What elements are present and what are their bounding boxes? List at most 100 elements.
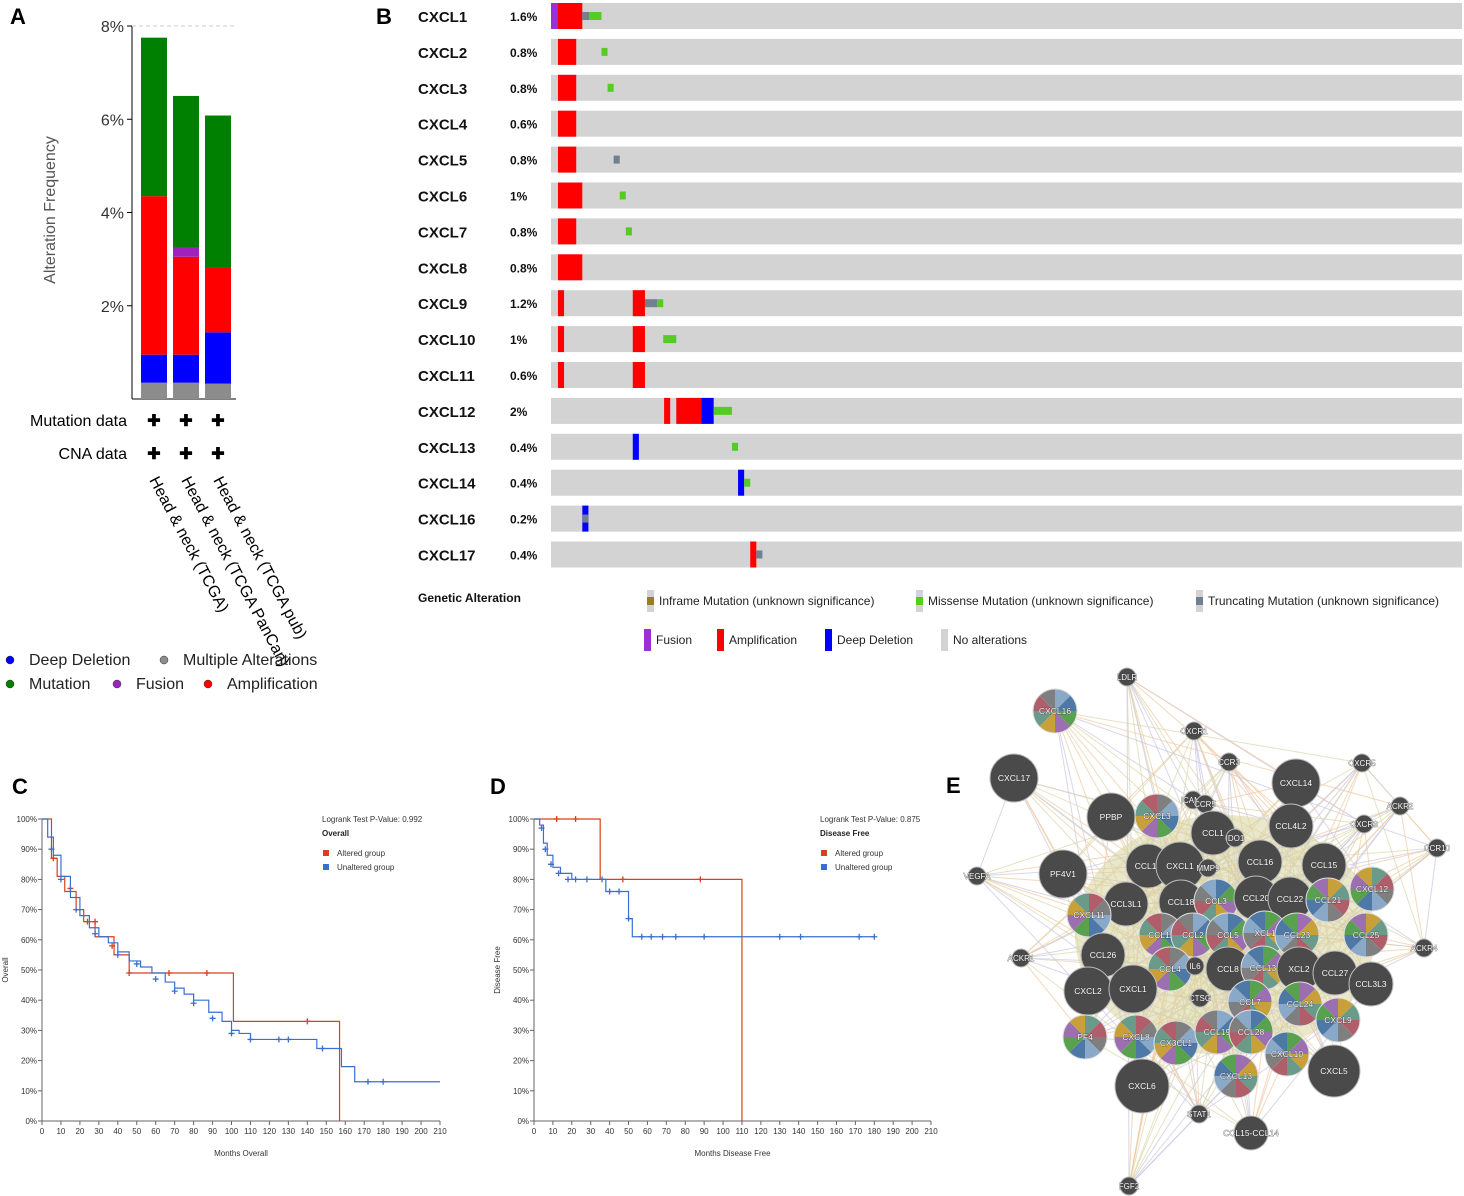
censor-mark bbox=[548, 861, 555, 868]
x-tick-label: 40 bbox=[113, 1127, 122, 1136]
bar-segment bbox=[173, 256, 199, 355]
row-mark: ✚ bbox=[147, 446, 160, 463]
gene-label: CXCL4 bbox=[418, 117, 468, 134]
gene-pct: 0.8% bbox=[510, 261, 538, 275]
alteration-trunc bbox=[582, 12, 590, 20]
node-slice bbox=[1161, 913, 1177, 935]
censor-mark bbox=[555, 870, 562, 877]
node-slice bbox=[1251, 1016, 1273, 1032]
y-tick-label: 2% bbox=[101, 299, 124, 316]
y-tick-label: 0% bbox=[517, 1117, 529, 1126]
node-slice bbox=[1136, 1021, 1158, 1037]
node-slice bbox=[1193, 913, 1209, 935]
node-slice bbox=[1228, 913, 1244, 935]
node-label: CXCL12 bbox=[1356, 884, 1388, 894]
node-slice bbox=[1141, 816, 1157, 838]
node-label: ACKR2 bbox=[1387, 802, 1414, 811]
gene-label: CXCL12 bbox=[418, 404, 476, 421]
y-tick-label: 0% bbox=[25, 1117, 37, 1126]
node-slice bbox=[1372, 873, 1395, 889]
node-slice bbox=[1063, 1037, 1085, 1053]
censor-mark bbox=[165, 970, 172, 977]
gene-pct: 0.6% bbox=[510, 369, 538, 383]
alteration-amp bbox=[632, 290, 645, 317]
legend-label: Truncating Mutation (unknown significanc… bbox=[1208, 594, 1439, 608]
censor-mark bbox=[616, 888, 623, 895]
node-ring bbox=[1066, 892, 1112, 938]
node-label: CCL18 bbox=[1168, 897, 1195, 907]
node-slice bbox=[1157, 816, 1173, 838]
node-slice bbox=[1067, 915, 1089, 931]
censor-mark bbox=[228, 1030, 235, 1037]
track bbox=[551, 3, 1462, 29]
track bbox=[551, 110, 1462, 137]
bar-segment bbox=[141, 37, 167, 197]
node-slice bbox=[1278, 1004, 1300, 1020]
node-slice bbox=[1287, 1054, 1303, 1076]
y-tick-label: 20% bbox=[513, 1057, 529, 1066]
node-slice bbox=[1234, 980, 1250, 1002]
node-slice bbox=[1338, 998, 1354, 1020]
gene-pct: 0.2% bbox=[510, 513, 538, 527]
censor-mark bbox=[190, 1000, 197, 1007]
bar-segment bbox=[173, 354, 199, 383]
x-tick-label: 30 bbox=[586, 1127, 595, 1136]
node-label: CCL23 bbox=[1284, 930, 1311, 940]
node-slice bbox=[1194, 885, 1216, 901]
network-edge bbox=[1361, 762, 1425, 949]
gene-pct: 0.8% bbox=[510, 154, 538, 168]
censor-mark bbox=[247, 1036, 254, 1043]
panel-c: 0% 10% 20% 30% 40% 50% 60% 70% 80% 90% 100% 0 10 20 30… bbox=[1, 815, 447, 1158]
censor-mark bbox=[572, 816, 579, 822]
legend-swatch bbox=[1196, 597, 1203, 605]
censor-mark bbox=[92, 918, 99, 925]
y-tick-label: 90% bbox=[513, 845, 529, 854]
node-slice bbox=[1120, 1015, 1136, 1037]
x-tick-label: 50 bbox=[624, 1127, 633, 1136]
node-label: CCL3 bbox=[1205, 896, 1227, 906]
node bbox=[1117, 667, 1137, 687]
node-label: CCL7 bbox=[1239, 997, 1261, 1007]
node-slice bbox=[1312, 878, 1328, 900]
censor-mark bbox=[152, 976, 159, 983]
node-label: IL6 bbox=[1189, 962, 1201, 971]
node-label: STAT1 bbox=[1187, 1110, 1211, 1119]
legend-swatch bbox=[647, 597, 654, 605]
node-label: CCL8 bbox=[1217, 964, 1239, 974]
node bbox=[1011, 948, 1031, 968]
row-mark: ✚ bbox=[211, 413, 224, 430]
node-slice bbox=[1284, 1004, 1300, 1027]
gene-label: CXCL5 bbox=[418, 153, 467, 170]
censor-mark bbox=[285, 1036, 292, 1043]
alteration-mis bbox=[713, 406, 732, 415]
node-slice bbox=[1154, 1027, 1176, 1043]
node-slice bbox=[1039, 689, 1055, 711]
alteration-dd bbox=[738, 469, 745, 496]
censor-mark bbox=[92, 930, 99, 937]
node-label: CCL3L3 bbox=[1355, 979, 1386, 989]
alteration-trunc bbox=[613, 155, 620, 164]
bar-segment bbox=[205, 115, 231, 268]
node-slice bbox=[1193, 935, 1209, 957]
node-slice bbox=[1055, 711, 1071, 733]
y-tick-label: 100% bbox=[509, 815, 529, 824]
x-tick-label: 200 bbox=[905, 1127, 919, 1136]
censor-mark bbox=[638, 933, 645, 940]
y-tick-label: 40% bbox=[21, 996, 37, 1005]
node-slice bbox=[1235, 1010, 1251, 1032]
alteration-amp bbox=[557, 218, 577, 245]
alteration-amp bbox=[557, 146, 577, 173]
node-slice bbox=[1300, 1004, 1316, 1026]
censor-mark bbox=[797, 933, 804, 940]
x-tick-label: 160 bbox=[339, 1127, 353, 1136]
node-slice bbox=[1055, 689, 1071, 711]
x-tick-label: 210 bbox=[924, 1127, 938, 1136]
node-label: CCL22 bbox=[1277, 894, 1304, 904]
node-slice bbox=[1089, 915, 1105, 937]
node-slice bbox=[1170, 969, 1186, 991]
row-mark: ✚ bbox=[179, 446, 192, 463]
node-label: FGF2 bbox=[1119, 1182, 1140, 1191]
gene-pct: 1.2% bbox=[510, 297, 538, 311]
x-tick-label: 10 bbox=[548, 1127, 557, 1136]
node-slice bbox=[1176, 1027, 1198, 1043]
